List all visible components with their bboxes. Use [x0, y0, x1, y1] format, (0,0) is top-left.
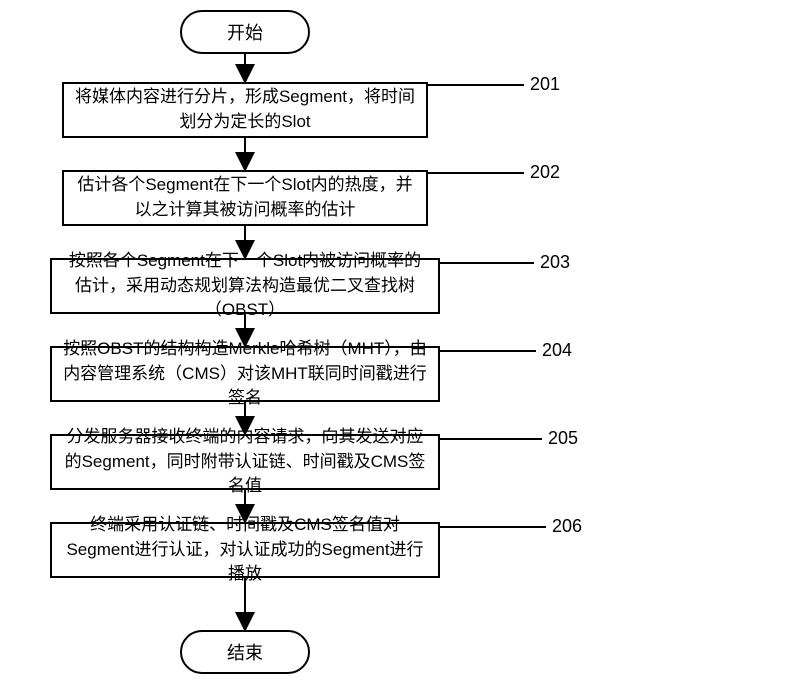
process-201: 将媒体内容进行分片，形成Segment，将时间划分为定长的Slot [62, 82, 428, 138]
leader-203 [440, 262, 534, 264]
process-203: 按照各个Segment在下一个Slot内被访问概率的估计，采用动态规划算法构造最… [50, 258, 440, 314]
leader-202 [428, 172, 524, 174]
label-204: 204 [542, 340, 572, 361]
terminal-end: 结束 [180, 630, 310, 674]
leader-201 [428, 84, 524, 86]
terminal-start-text: 开始 [227, 19, 263, 45]
flowchart-canvas: 开始 将媒体内容进行分片，形成Segment，将时间划分为定长的Slot 201… [0, 0, 800, 684]
leader-206 [440, 526, 546, 528]
label-203: 203 [540, 252, 570, 273]
label-205: 205 [548, 428, 578, 449]
leader-205 [440, 438, 542, 440]
label-206: 206 [552, 516, 582, 537]
process-205-text: 分发服务器接收终端的内容请求，向其发送对应的Segment，同时附带认证链、时间… [62, 425, 428, 499]
process-204-text: 按照OBST的结构构造Merkle哈希树（MHT），由内容管理系统（CMS）对该… [62, 337, 428, 411]
process-202: 估计各个Segment在下一个Slot内的热度，并以之计算其被访问概率的估计 [62, 170, 428, 226]
process-206-text: 终端采用认证链、时间戳及CMS签名值对Segment进行认证，对认证成功的Seg… [62, 513, 428, 587]
terminal-start: 开始 [180, 10, 310, 54]
leader-204 [440, 350, 536, 352]
process-201-text: 将媒体内容进行分片，形成Segment，将时间划分为定长的Slot [74, 85, 416, 134]
terminal-end-text: 结束 [227, 639, 263, 665]
label-202: 202 [530, 162, 560, 183]
process-202-text: 估计各个Segment在下一个Slot内的热度，并以之计算其被访问概率的估计 [74, 173, 416, 222]
process-205: 分发服务器接收终端的内容请求，向其发送对应的Segment，同时附带认证链、时间… [50, 434, 440, 490]
process-206: 终端采用认证链、时间戳及CMS签名值对Segment进行认证，对认证成功的Seg… [50, 522, 440, 578]
process-203-text: 按照各个Segment在下一个Slot内被访问概率的估计，采用动态规划算法构造最… [62, 249, 428, 323]
process-204: 按照OBST的结构构造Merkle哈希树（MHT），由内容管理系统（CMS）对该… [50, 346, 440, 402]
label-201: 201 [530, 74, 560, 95]
